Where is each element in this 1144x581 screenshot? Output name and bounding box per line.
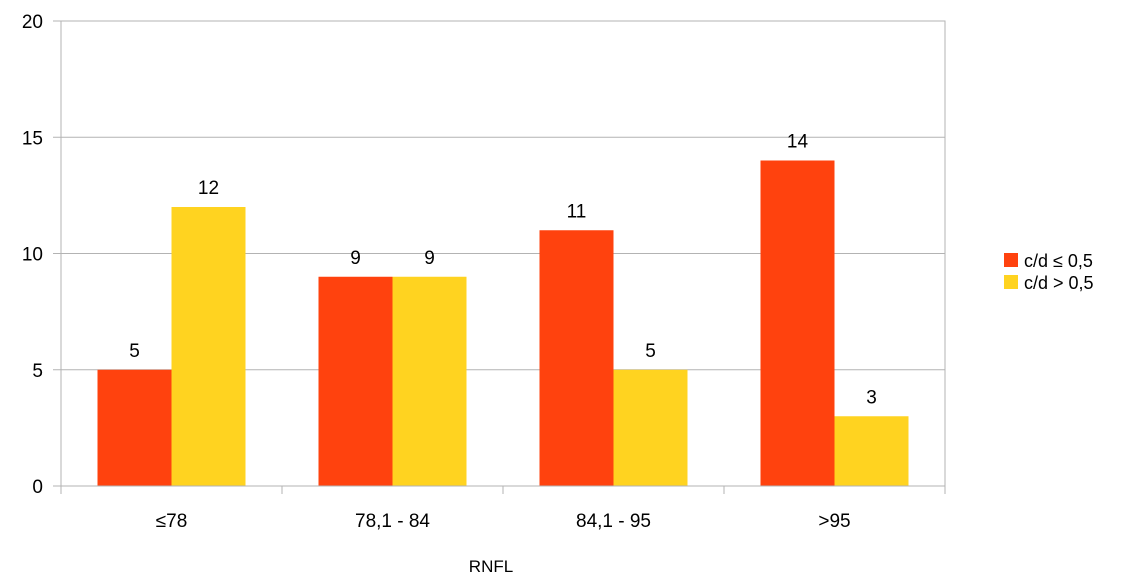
bar [760, 160, 835, 486]
y-tick-label: 15 [22, 128, 43, 149]
y-tick-label: 10 [22, 245, 43, 266]
bar [318, 276, 393, 486]
bar [392, 276, 467, 486]
bar [171, 207, 246, 486]
bars: 5 12 9 9 11 5 14 3 [97, 132, 909, 486]
legend-label: c/d > 0,5 [1024, 273, 1094, 293]
data-label: 12 [198, 178, 219, 199]
bar [834, 416, 909, 486]
data-label: 14 [787, 132, 809, 153]
legend-swatch [1004, 275, 1018, 289]
x-tick-label: >95 [818, 511, 850, 532]
legend: c/d ≤ 0,5c/d > 0,5 [1004, 251, 1094, 293]
y-tick-label: 0 [32, 477, 43, 498]
bar [613, 369, 688, 486]
data-label: 3 [866, 387, 877, 408]
data-label: 5 [129, 341, 140, 362]
x-tick-label: 78,1 - 84 [355, 511, 430, 532]
x-tick-label: ≤78 [156, 511, 188, 532]
data-label: 11 [567, 201, 587, 222]
x-tick-label: 84,1 - 95 [576, 511, 651, 532]
x-axis: ≤78 78,1 - 84 84,1 - 95 >95 [60, 485, 946, 532]
legend-swatch [1004, 253, 1018, 267]
y-tick-label: 20 [22, 12, 43, 33]
bar [97, 369, 172, 486]
bar [539, 230, 614, 486]
data-label: 9 [350, 248, 361, 269]
data-label: 5 [645, 341, 656, 362]
data-label: 9 [424, 248, 435, 269]
x-axis-title: RNFL [469, 557, 513, 576]
y-axis: 0 5 10 15 20 [22, 12, 61, 498]
y-tick-label: 5 [32, 361, 43, 382]
legend-label: c/d ≤ 0,5 [1024, 251, 1093, 271]
